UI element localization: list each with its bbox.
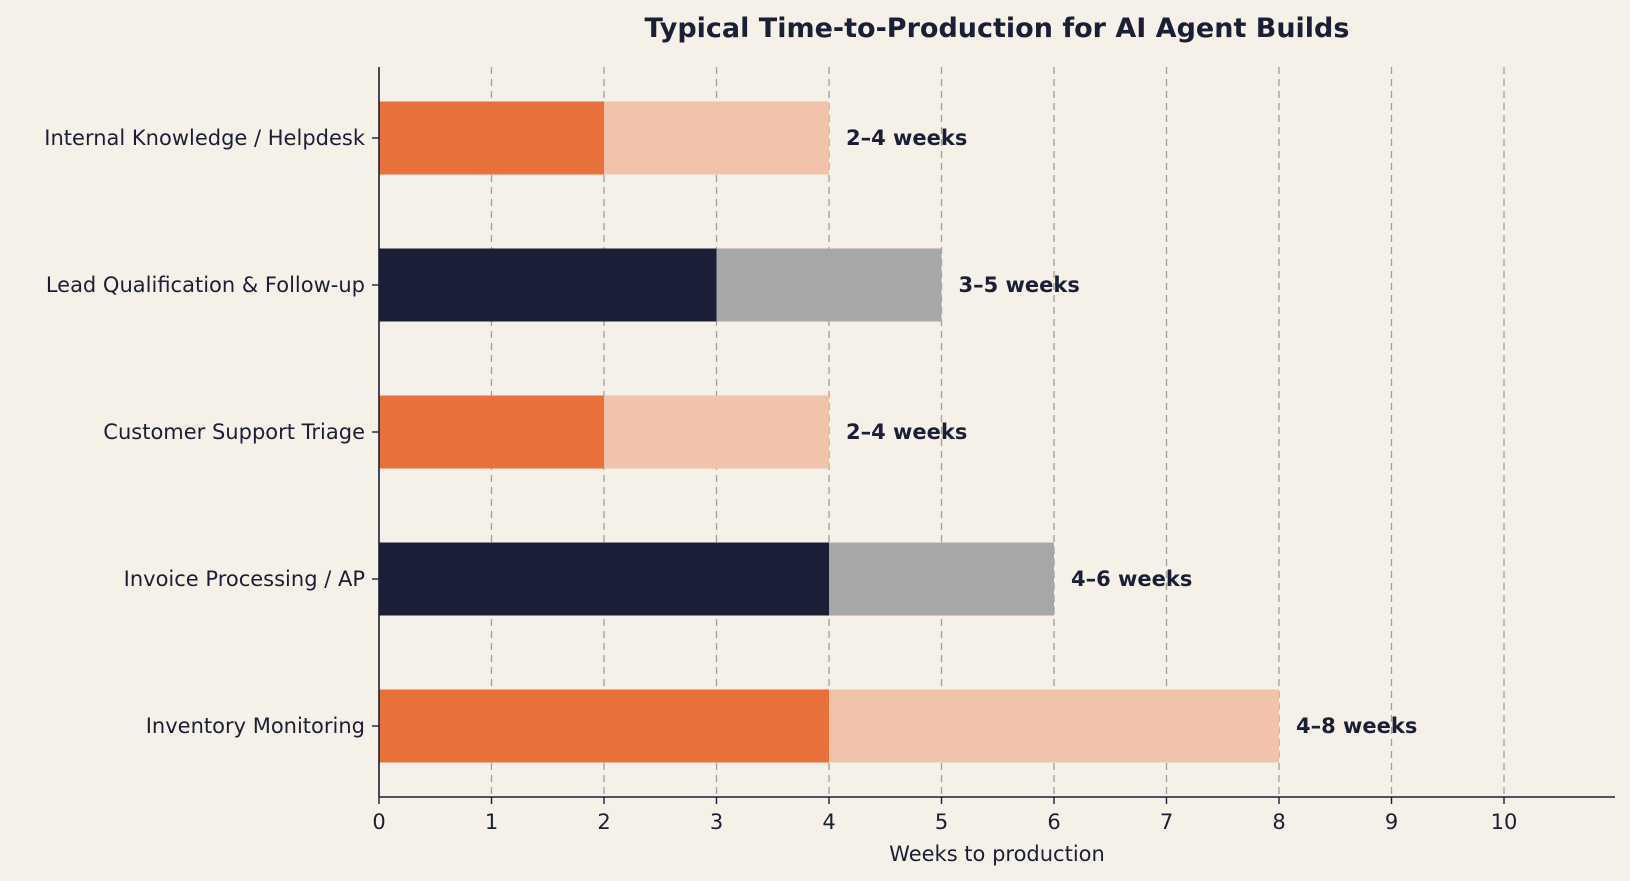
y-tick-label: Internal Knowledge / Helpdesk	[44, 126, 366, 150]
x-tick-label: 5	[935, 810, 948, 834]
data-label: 3–5 weeks	[959, 273, 1080, 297]
bar-range-extension	[829, 689, 1279, 763]
bar-min-weeks	[379, 248, 717, 322]
x-tick-label: 1	[485, 810, 498, 834]
x-axis-label: Weeks to production	[889, 842, 1105, 866]
x-tick-label: 6	[1047, 810, 1060, 834]
x-tick-label: 2	[597, 810, 610, 834]
x-tick-label: 7	[1160, 810, 1173, 834]
bar-min-weeks	[379, 689, 829, 763]
y-tick-label: Inventory Monitoring	[146, 714, 365, 738]
bar-range-extension	[829, 542, 1054, 616]
x-tick-label: 0	[372, 810, 385, 834]
x-tick-label: 8	[1272, 810, 1285, 834]
bar-min-weeks	[379, 542, 829, 616]
y-tick-label: Lead Qualification & Follow-up	[46, 273, 365, 297]
label-layer: 2–4 weeks 3–5 weeks 2–4 weeks 4–6 weeks 4–8 …	[846, 126, 1417, 738]
chart-title: Typical Time-to-Production for AI Agent …	[645, 13, 1350, 44]
data-label: 4–8 weeks	[1296, 714, 1417, 738]
bar-range-extension	[604, 101, 829, 175]
data-label: 2–4 weeks	[846, 126, 967, 150]
tick-layer: 0 1 2 3 4 5 6 7 8 9 10 Internal Knowledge / Helpdes…	[44, 126, 1517, 834]
y-tick-label: Customer Support Triage	[103, 420, 365, 444]
bar-min-weeks	[379, 395, 604, 469]
bar-min-weeks	[379, 101, 604, 175]
x-tick-label: 4	[822, 810, 835, 834]
x-tick-label: 9	[1385, 810, 1398, 834]
data-label: 4–6 weeks	[1071, 567, 1192, 591]
x-tick-label: 10	[1491, 810, 1518, 834]
bar-layer	[379, 101, 1279, 763]
y-tick-label: Invoice Processing / AP	[124, 567, 365, 591]
x-tick-label: 3	[710, 810, 723, 834]
bar-range-extension	[716, 248, 942, 322]
bar-range-extension	[604, 395, 829, 469]
data-label: 2–4 weeks	[846, 420, 967, 444]
